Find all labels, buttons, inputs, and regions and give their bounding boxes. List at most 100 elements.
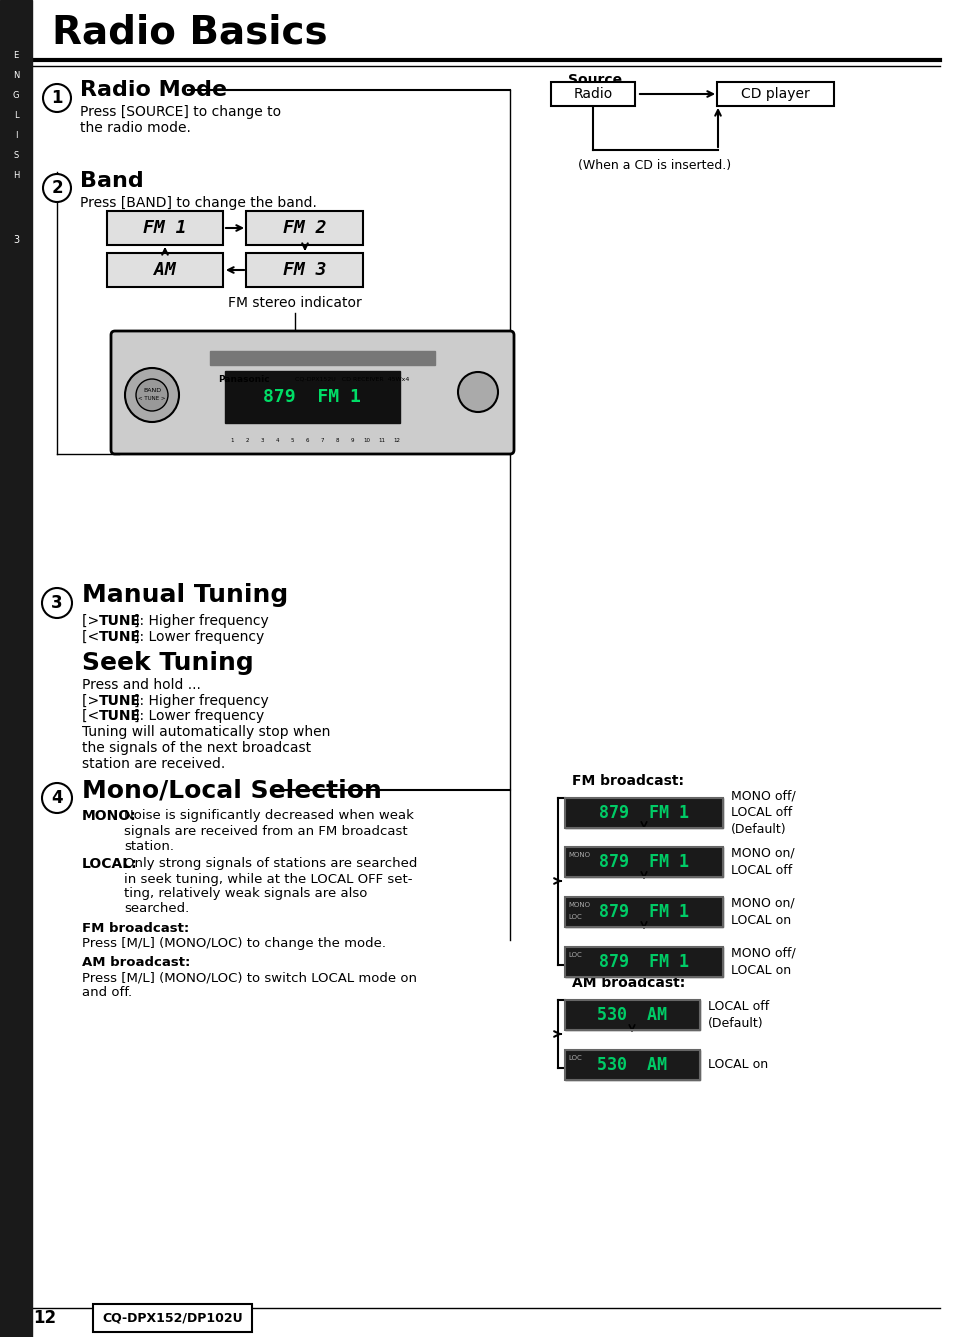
Bar: [564, 897, 722, 927]
Text: BAND: BAND: [143, 389, 161, 393]
Text: CQ-DPX152U   CD RECEIVER  45Wx4: CQ-DPX152U CD RECEIVER 45Wx4: [294, 377, 409, 381]
Text: LOCAL:: LOCAL:: [82, 857, 137, 870]
Text: 2: 2: [51, 179, 63, 197]
FancyBboxPatch shape: [107, 253, 223, 287]
Text: 3: 3: [51, 594, 63, 612]
Circle shape: [43, 84, 71, 112]
Text: TUNE: TUNE: [99, 709, 141, 723]
Text: 12: 12: [33, 1309, 56, 1328]
Text: FM 3: FM 3: [283, 261, 327, 279]
Text: [<: [<: [82, 709, 103, 723]
Text: [<: [<: [82, 630, 103, 644]
Text: Noise is significantly decreased when weak: Noise is significantly decreased when we…: [124, 809, 414, 822]
Bar: [564, 798, 722, 828]
Text: H: H: [12, 171, 19, 179]
Text: ]: Higher frequency: ]: Higher frequency: [133, 614, 269, 628]
Text: station are received.: station are received.: [82, 757, 225, 771]
Text: Manual Tuning: Manual Tuning: [82, 583, 288, 607]
Text: Band: Band: [80, 171, 144, 191]
Text: 879  FM 1: 879 FM 1: [598, 853, 688, 870]
Text: E: E: [13, 51, 19, 60]
Text: MONO: MONO: [567, 902, 589, 908]
Text: Radio Mode: Radio Mode: [80, 80, 227, 100]
Text: MONO on/
LOCAL off: MONO on/ LOCAL off: [730, 848, 794, 877]
Text: AM: AM: [154, 261, 175, 279]
Text: LOCAL off
(Default): LOCAL off (Default): [707, 1000, 768, 1029]
Text: MONO:: MONO:: [82, 809, 136, 824]
Text: 1: 1: [230, 437, 233, 443]
Text: [>: [>: [82, 614, 103, 628]
Circle shape: [136, 378, 168, 410]
Text: 6: 6: [305, 437, 309, 443]
Bar: [564, 798, 722, 828]
Text: 879  FM 1: 879 FM 1: [598, 804, 688, 822]
Text: MONO: MONO: [567, 852, 589, 858]
Circle shape: [43, 174, 71, 202]
Text: signals are received from an FM broadcast: signals are received from an FM broadcas…: [124, 825, 407, 837]
Text: Source: Source: [567, 74, 621, 87]
Text: LOC: LOC: [567, 952, 581, 959]
Text: FM 2: FM 2: [283, 219, 327, 237]
Bar: [564, 947, 722, 977]
Bar: [564, 848, 722, 877]
Text: 5: 5: [290, 437, 294, 443]
Bar: [564, 848, 722, 877]
Text: searched.: searched.: [124, 902, 189, 916]
Text: 9: 9: [350, 437, 354, 443]
Text: MONO off/
LOCAL off
(Default): MONO off/ LOCAL off (Default): [730, 790, 795, 837]
Text: and off.: and off.: [82, 987, 132, 1000]
Text: 1: 1: [51, 90, 63, 107]
Text: Panasonic: Panasonic: [218, 374, 270, 384]
FancyBboxPatch shape: [717, 82, 833, 106]
Text: I: I: [14, 131, 17, 139]
Bar: [564, 947, 722, 977]
Text: 3: 3: [13, 235, 19, 245]
Text: CD player: CD player: [740, 87, 808, 102]
Text: station.: station.: [124, 840, 173, 853]
Text: 530  AM: 530 AM: [597, 1056, 667, 1074]
Text: Radio: Radio: [573, 87, 612, 102]
Text: N: N: [12, 71, 19, 79]
Bar: [564, 897, 722, 927]
Text: the signals of the next broadcast: the signals of the next broadcast: [82, 741, 311, 755]
Text: 2: 2: [245, 437, 249, 443]
Text: LOC: LOC: [567, 915, 581, 920]
Text: CQ-DPX152/DP102U: CQ-DPX152/DP102U: [103, 1312, 243, 1325]
Text: 11: 11: [378, 437, 385, 443]
Text: FM broadcast:: FM broadcast:: [82, 921, 189, 935]
FancyBboxPatch shape: [111, 332, 514, 455]
Text: Press [M/L] (MONO/LOC) to switch LOCAL mode on: Press [M/L] (MONO/LOC) to switch LOCAL m…: [82, 972, 416, 984]
Text: 12: 12: [393, 437, 400, 443]
Bar: [210, 352, 435, 365]
Text: LOCAL on: LOCAL on: [707, 1059, 767, 1071]
Text: ]: Higher frequency: ]: Higher frequency: [133, 694, 269, 709]
Text: AM broadcast:: AM broadcast:: [82, 956, 191, 969]
Bar: [564, 1000, 700, 1029]
Text: 530  AM: 530 AM: [597, 1005, 667, 1024]
Text: TUNE: TUNE: [99, 630, 141, 644]
Text: TUNE: TUNE: [99, 614, 141, 628]
Text: Radio Basics: Radio Basics: [52, 13, 327, 51]
Text: S: S: [13, 151, 19, 159]
Text: MONO on/
LOCAL on: MONO on/ LOCAL on: [730, 897, 794, 927]
Bar: [564, 1050, 700, 1080]
FancyBboxPatch shape: [92, 1304, 252, 1332]
Text: 4: 4: [275, 437, 278, 443]
Text: 3: 3: [260, 437, 263, 443]
Bar: [0, 0, 32, 1337]
Text: Seek Tuning: Seek Tuning: [82, 651, 253, 675]
Text: Tuning will automatically stop when: Tuning will automatically stop when: [82, 725, 330, 739]
Circle shape: [125, 368, 179, 422]
Text: Mono/Local Selection: Mono/Local Selection: [82, 778, 381, 802]
Text: 879  FM 1: 879 FM 1: [598, 953, 688, 971]
Text: ]: Lower frequency: ]: Lower frequency: [133, 630, 264, 644]
Bar: [564, 1000, 700, 1029]
Text: FM stereo indicator: FM stereo indicator: [228, 295, 361, 310]
Text: LOC: LOC: [567, 1055, 581, 1062]
Text: 4: 4: [51, 789, 63, 808]
Text: Press [M/L] (MONO/LOC) to change the mode.: Press [M/L] (MONO/LOC) to change the mod…: [82, 936, 386, 949]
FancyBboxPatch shape: [551, 82, 635, 106]
Text: (When a CD is inserted.): (When a CD is inserted.): [578, 159, 731, 171]
Text: Press [SOURCE] to change to: Press [SOURCE] to change to: [80, 106, 281, 119]
FancyBboxPatch shape: [246, 253, 363, 287]
